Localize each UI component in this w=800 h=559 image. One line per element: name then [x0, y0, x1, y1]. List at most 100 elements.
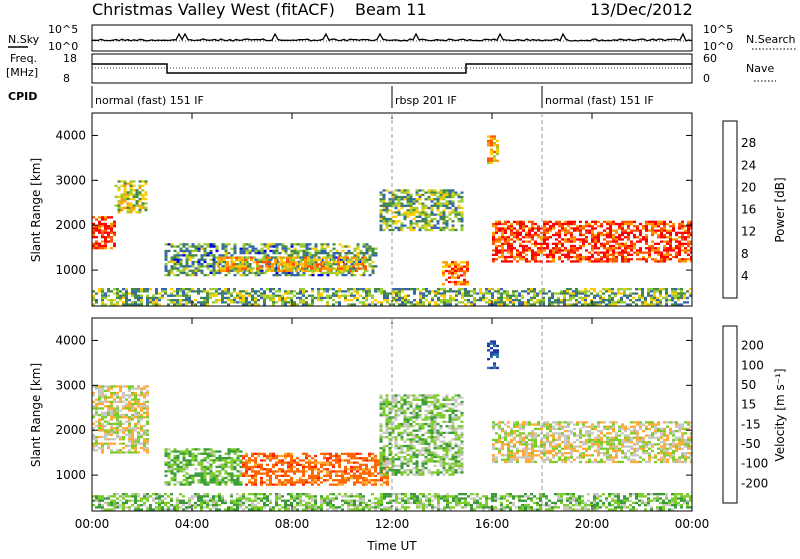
- echo-cell: [363, 243, 366, 245]
- echo-cell: [182, 292, 185, 294]
- echo-cell: [614, 303, 617, 305]
- echo-cell: [143, 288, 146, 290]
- echo-cell: [437, 200, 440, 202]
- echo-cell: [336, 272, 339, 274]
- echo-cell: [110, 388, 113, 390]
- echo-cell: [143, 403, 146, 405]
- echo-cell: [452, 297, 455, 299]
- echo-cell: [473, 288, 476, 290]
- echo-cell: [431, 416, 434, 418]
- echo-cell: [95, 410, 98, 412]
- echo-cell: [651, 249, 654, 251]
- echo-cell: [225, 470, 228, 472]
- echo-cell: [596, 292, 599, 294]
- echo-cell: [522, 256, 525, 258]
- echo-cell: [244, 268, 247, 270]
- echo-cell: [389, 198, 392, 200]
- echo-cell: [215, 288, 218, 290]
- echo-cell: [122, 297, 125, 299]
- echo-cell: [552, 249, 555, 251]
- echo-cell: [251, 477, 254, 479]
- echo-cell: [125, 394, 128, 396]
- echo-cell: [386, 456, 389, 458]
- echo-cell: [134, 290, 137, 292]
- echo-cell: [338, 457, 341, 459]
- echo-cell: [131, 414, 134, 416]
- echo-cell: [564, 249, 567, 251]
- nave-tick-bottom: 0: [703, 72, 710, 85]
- echo-cell: [608, 299, 611, 301]
- echo-cell: [398, 432, 401, 434]
- echo-cell: [354, 248, 357, 250]
- echo-cell: [171, 477, 174, 479]
- echo-cell: [101, 225, 104, 227]
- echo-cell: [333, 272, 336, 274]
- echo-cell: [549, 227, 552, 229]
- echo-cell: [170, 288, 173, 290]
- echo-cell: [455, 194, 458, 196]
- echo-cell: [582, 258, 585, 260]
- echo-cell: [510, 256, 513, 258]
- echo-cell: [380, 412, 383, 414]
- echo-cell: [353, 297, 356, 299]
- echo-cell: [308, 455, 311, 457]
- echo-cell: [579, 234, 582, 236]
- echo-cell: [101, 427, 104, 429]
- echo-cell: [254, 470, 257, 472]
- echo-cell: [210, 466, 213, 468]
- echo-cell: [107, 438, 110, 440]
- echo-cell: [386, 403, 389, 405]
- echo-cell: [416, 441, 419, 443]
- echo-cell: [510, 260, 513, 262]
- echo-cell: [546, 232, 549, 234]
- echo-cell: [564, 254, 567, 256]
- echo-cell: [398, 303, 401, 305]
- echo-cell: [278, 288, 281, 290]
- echo-cell: [134, 392, 137, 394]
- echo-cell: [346, 261, 349, 263]
- echo-cell: [533, 292, 536, 294]
- echo-cell: [227, 292, 230, 294]
- echo-cell: [431, 410, 434, 412]
- echo-cell: [609, 223, 612, 225]
- echo-cell: [192, 274, 195, 276]
- echo-cell: [428, 301, 431, 303]
- echo-cell: [226, 270, 229, 272]
- echo-cell: [234, 483, 237, 485]
- echo-cell: [290, 466, 293, 468]
- echo-cell: [300, 261, 303, 263]
- echo-cell: [425, 225, 428, 227]
- echo-cell: [383, 297, 386, 299]
- echo-cell: [140, 436, 143, 438]
- echo-cell: [669, 249, 672, 251]
- echo-cell: [507, 238, 510, 240]
- echo-cell: [260, 453, 263, 455]
- echo-cell: [600, 245, 603, 247]
- echo-cell: [186, 263, 189, 265]
- echo-cell: [107, 388, 110, 390]
- echo-cell: [413, 288, 416, 290]
- echo-cell: [362, 288, 365, 290]
- echo-cell: [419, 196, 422, 198]
- echo-cell: [543, 236, 546, 238]
- echo-cell: [98, 288, 101, 290]
- echo-cell: [552, 234, 555, 236]
- echo-cell: [287, 468, 290, 470]
- echo-cell: [210, 254, 213, 256]
- echo-cell: [128, 416, 131, 418]
- echo-cell: [549, 221, 552, 223]
- echo-cell: [115, 196, 118, 198]
- echo-cell: [389, 225, 392, 227]
- echo-cell: [428, 460, 431, 462]
- echo-cell: [395, 205, 398, 207]
- echo-cell: [213, 263, 216, 265]
- echo-cell: [188, 299, 191, 301]
- echo-cell: [428, 229, 431, 231]
- echo-cell: [401, 436, 404, 438]
- echo-cell: [316, 263, 319, 265]
- echo-cell: [204, 468, 207, 470]
- echo-cell: [104, 390, 107, 392]
- echo-cell: [140, 410, 143, 412]
- echo-cell: [678, 241, 681, 243]
- echo-cell: [522, 249, 525, 251]
